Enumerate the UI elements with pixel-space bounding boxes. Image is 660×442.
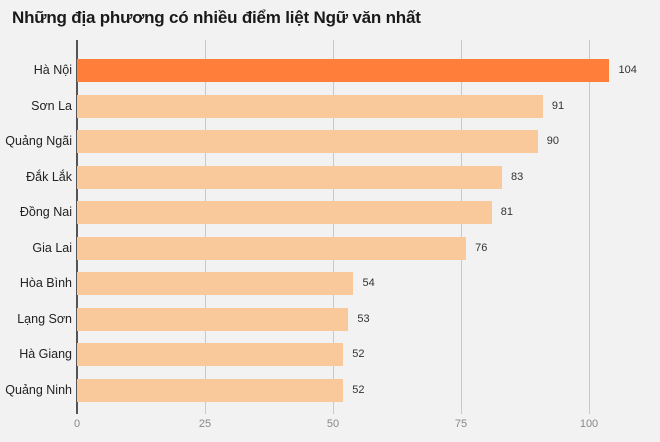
x-tick-label: 100 — [579, 418, 599, 430]
category-label: Hà Nội — [33, 63, 72, 77]
x-tick-label: 50 — [326, 418, 340, 430]
bar — [77, 201, 492, 224]
bar-row: Sơn La 91 — [0, 94, 660, 118]
bar-row: Hòa Bình 54 — [0, 272, 660, 295]
value-label: 52 — [352, 348, 365, 360]
category-label: Quảng Ngãi — [5, 134, 72, 148]
bar-row: Hà Nội 104 — [0, 59, 660, 82]
value-label: 81 — [500, 206, 513, 218]
gridline-100 — [589, 40, 590, 414]
bar — [77, 59, 610, 82]
bar-row: Đồng Nai 81 — [0, 201, 660, 224]
value-label: 76 — [475, 241, 488, 254]
bar-row: Đắk Lắk 83 — [0, 165, 660, 189]
bar-row: Quảng Ninh 52 — [0, 378, 660, 402]
value-label: 52 — [352, 383, 365, 396]
bar — [77, 378, 344, 402]
chart-title: Những địa phương có nhiều điểm liệt Ngữ … — [12, 8, 421, 27]
category-label: Đắk Lắk — [26, 169, 72, 184]
bar-row: Hà Giang 52 — [0, 343, 660, 366]
gridline-50 — [333, 40, 334, 414]
value-label: 104 — [618, 64, 637, 76]
bar — [77, 236, 467, 260]
x-tick-label: 75 — [454, 418, 468, 430]
value-label: 91 — [551, 99, 565, 112]
category-label: Gia Lai — [32, 240, 72, 255]
bar-row: Quảng Ngãi 90 — [0, 130, 660, 153]
category-label: Đồng Nai — [19, 205, 72, 219]
category-label: Hòa Bình — [19, 276, 72, 290]
gridline-25 — [205, 40, 206, 414]
category-label: Lạng Sơn — [17, 311, 72, 326]
bar-row: Gia Lai 76 — [0, 236, 660, 260]
value-label: 53 — [357, 312, 370, 325]
bar — [77, 165, 502, 189]
category-label: Hà Giang — [19, 347, 72, 361]
x-tick-label: 25 — [198, 418, 212, 430]
category-label: Sơn La — [31, 98, 72, 113]
bar — [77, 272, 354, 295]
category-label: Quảng Ninh — [5, 382, 72, 397]
bar — [77, 130, 538, 153]
zero-axis-line — [76, 40, 78, 414]
bar — [77, 343, 344, 366]
value-label: 54 — [362, 277, 375, 289]
gridline-75 — [461, 40, 462, 414]
value-label: 83 — [510, 170, 524, 183]
bar — [77, 307, 349, 331]
x-tick-label: 0 — [73, 418, 81, 430]
bar — [77, 94, 543, 118]
value-label: 90 — [546, 135, 560, 147]
bar-row: Lạng Sơn 53 — [0, 307, 660, 331]
